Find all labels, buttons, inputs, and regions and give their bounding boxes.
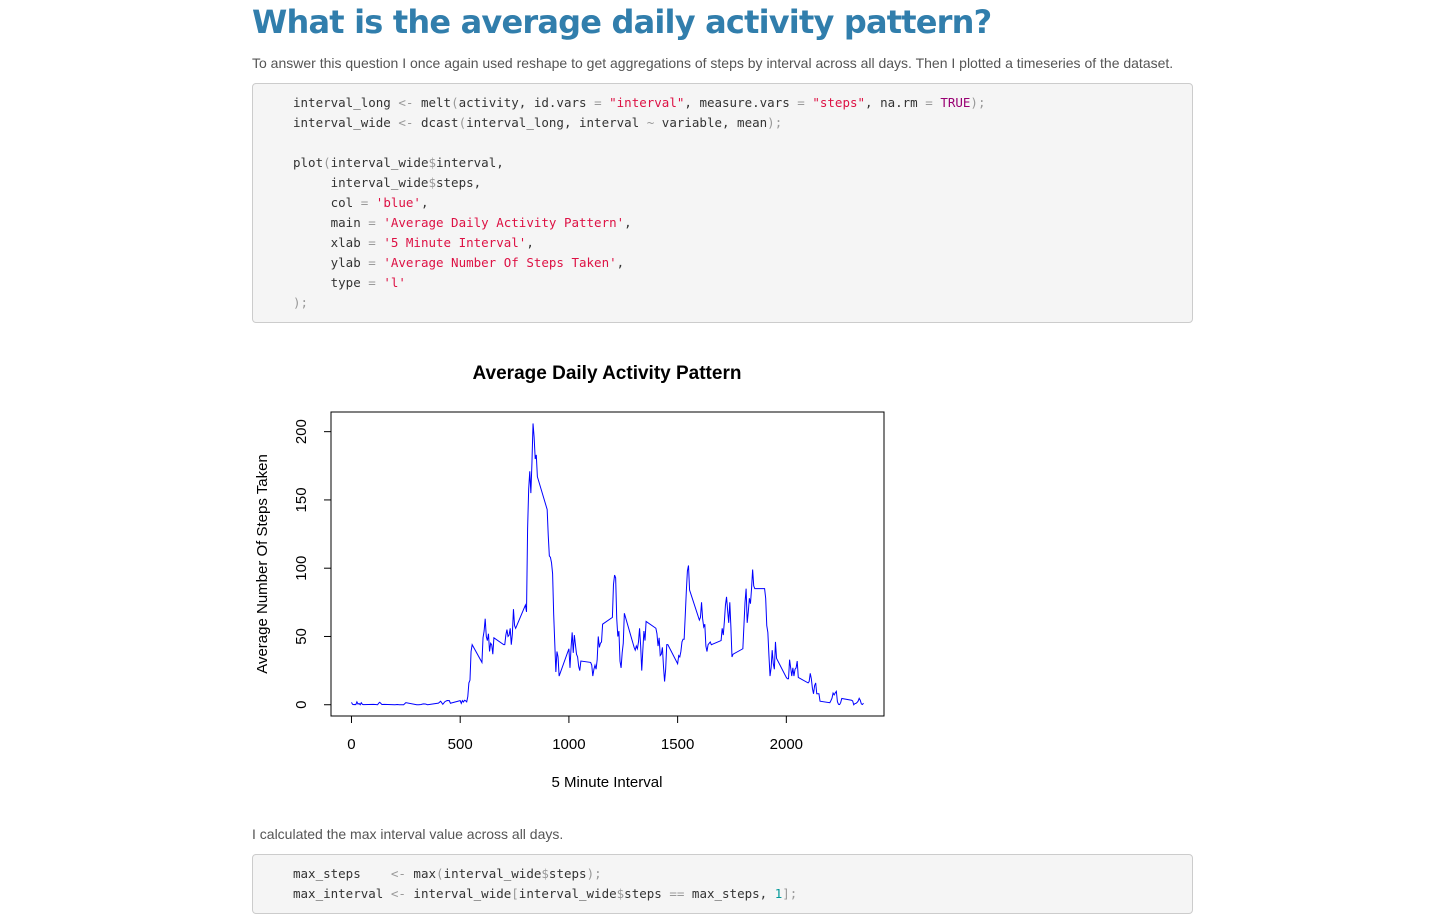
op: =	[925, 95, 933, 110]
code-line: type = 'l'	[293, 275, 406, 290]
str: 'Average Number Of Steps Taken'	[383, 255, 617, 270]
op: (	[451, 95, 459, 110]
op: (	[323, 155, 331, 170]
op: )	[970, 95, 978, 110]
op: ;	[594, 866, 602, 881]
op: $	[541, 866, 549, 881]
x-tick-label: 2000	[770, 736, 803, 753]
y-tick-label: 50	[293, 628, 310, 645]
code-line: ylab = 'Average Number Of Steps Taken',	[293, 255, 625, 270]
paragraph: I calculated the max interval value acro…	[252, 826, 564, 842]
x-tick-label: 1500	[661, 736, 694, 753]
op: [	[511, 886, 519, 901]
op: <-	[398, 115, 414, 130]
x-tick-label: 0	[347, 736, 355, 753]
op: =	[594, 95, 602, 110]
code-line: max_steps <- max(interval_wide$steps);	[293, 866, 602, 881]
op: ~	[646, 115, 655, 130]
op: ]	[782, 886, 790, 901]
str: 'blue'	[375, 195, 421, 210]
op: =	[368, 235, 376, 250]
code-line: main = 'Average Daily Activity Pattern',	[293, 215, 632, 230]
y-tick-label: 200	[293, 419, 310, 444]
op: =	[797, 95, 805, 110]
op: <-	[390, 886, 406, 901]
code-line: col = 'blue',	[293, 195, 429, 210]
op: $	[428, 155, 437, 170]
code-line: interval_long <- melt(activity, id.vars …	[293, 95, 986, 110]
code-line: xlab = '5 Minute Interval',	[293, 235, 534, 250]
code-line: interval_wide <- dcast(interval_long, in…	[293, 115, 783, 130]
x-tick-label: 500	[448, 736, 473, 753]
op: =	[368, 215, 376, 230]
str: "steps"	[812, 95, 866, 110]
chart-title: Average Daily Activity Pattern	[473, 363, 742, 384]
op: <-	[390, 866, 406, 881]
x-axis-label: 5 Minute Interval	[552, 774, 663, 791]
op: ;	[300, 295, 309, 310]
op: =	[368, 255, 376, 270]
code-line: );	[293, 293, 1192, 313]
heading: What is the average daily activity patte…	[252, 3, 992, 41]
num: 1	[774, 886, 783, 901]
chart: Average Daily Activity Pattern 5 Minute I…	[254, 363, 885, 791]
code-block: max_steps <- max(interval_wide$steps);ma…	[252, 854, 1193, 914]
code-line: plot(interval_wide$interval,	[293, 155, 504, 170]
op: ==	[669, 886, 685, 901]
op: ;	[774, 115, 783, 130]
str: 'Average Daily Activity Pattern'	[383, 215, 625, 230]
y-tick-label: 0	[293, 701, 310, 709]
str: "interval"	[609, 95, 685, 110]
op: (	[458, 115, 467, 130]
x-tick-label: 1000	[552, 736, 585, 753]
str: 'l'	[383, 275, 406, 290]
op: <-	[398, 95, 414, 110]
op: (	[436, 866, 444, 881]
paragraph: To answer this question I once again use…	[252, 55, 1174, 71]
op: ;	[977, 95, 986, 110]
code-line: interval_wide$steps,	[293, 175, 482, 190]
op: =	[368, 275, 376, 290]
op: =	[360, 195, 369, 210]
code-line: max_interval <- interval_wide[interval_w…	[293, 886, 798, 901]
plot-box	[330, 411, 885, 717]
data-line	[351, 423, 864, 706]
op: $	[428, 175, 436, 190]
op: )	[586, 866, 595, 881]
y-axis-label: Average Number Of Steps Taken	[254, 454, 271, 674]
op: ;	[789, 886, 798, 901]
y-tick-label: 100	[293, 556, 310, 581]
str: '5 Minute Interval'	[383, 235, 527, 250]
op: )	[293, 295, 301, 310]
kw: TRUE	[940, 95, 971, 110]
op: $	[616, 886, 625, 901]
op: )	[767, 115, 775, 130]
y-tick-label: 150	[293, 487, 310, 512]
blank-line	[293, 133, 1192, 153]
code-block: interval_long <- melt(activity, id.vars …	[252, 83, 1193, 323]
